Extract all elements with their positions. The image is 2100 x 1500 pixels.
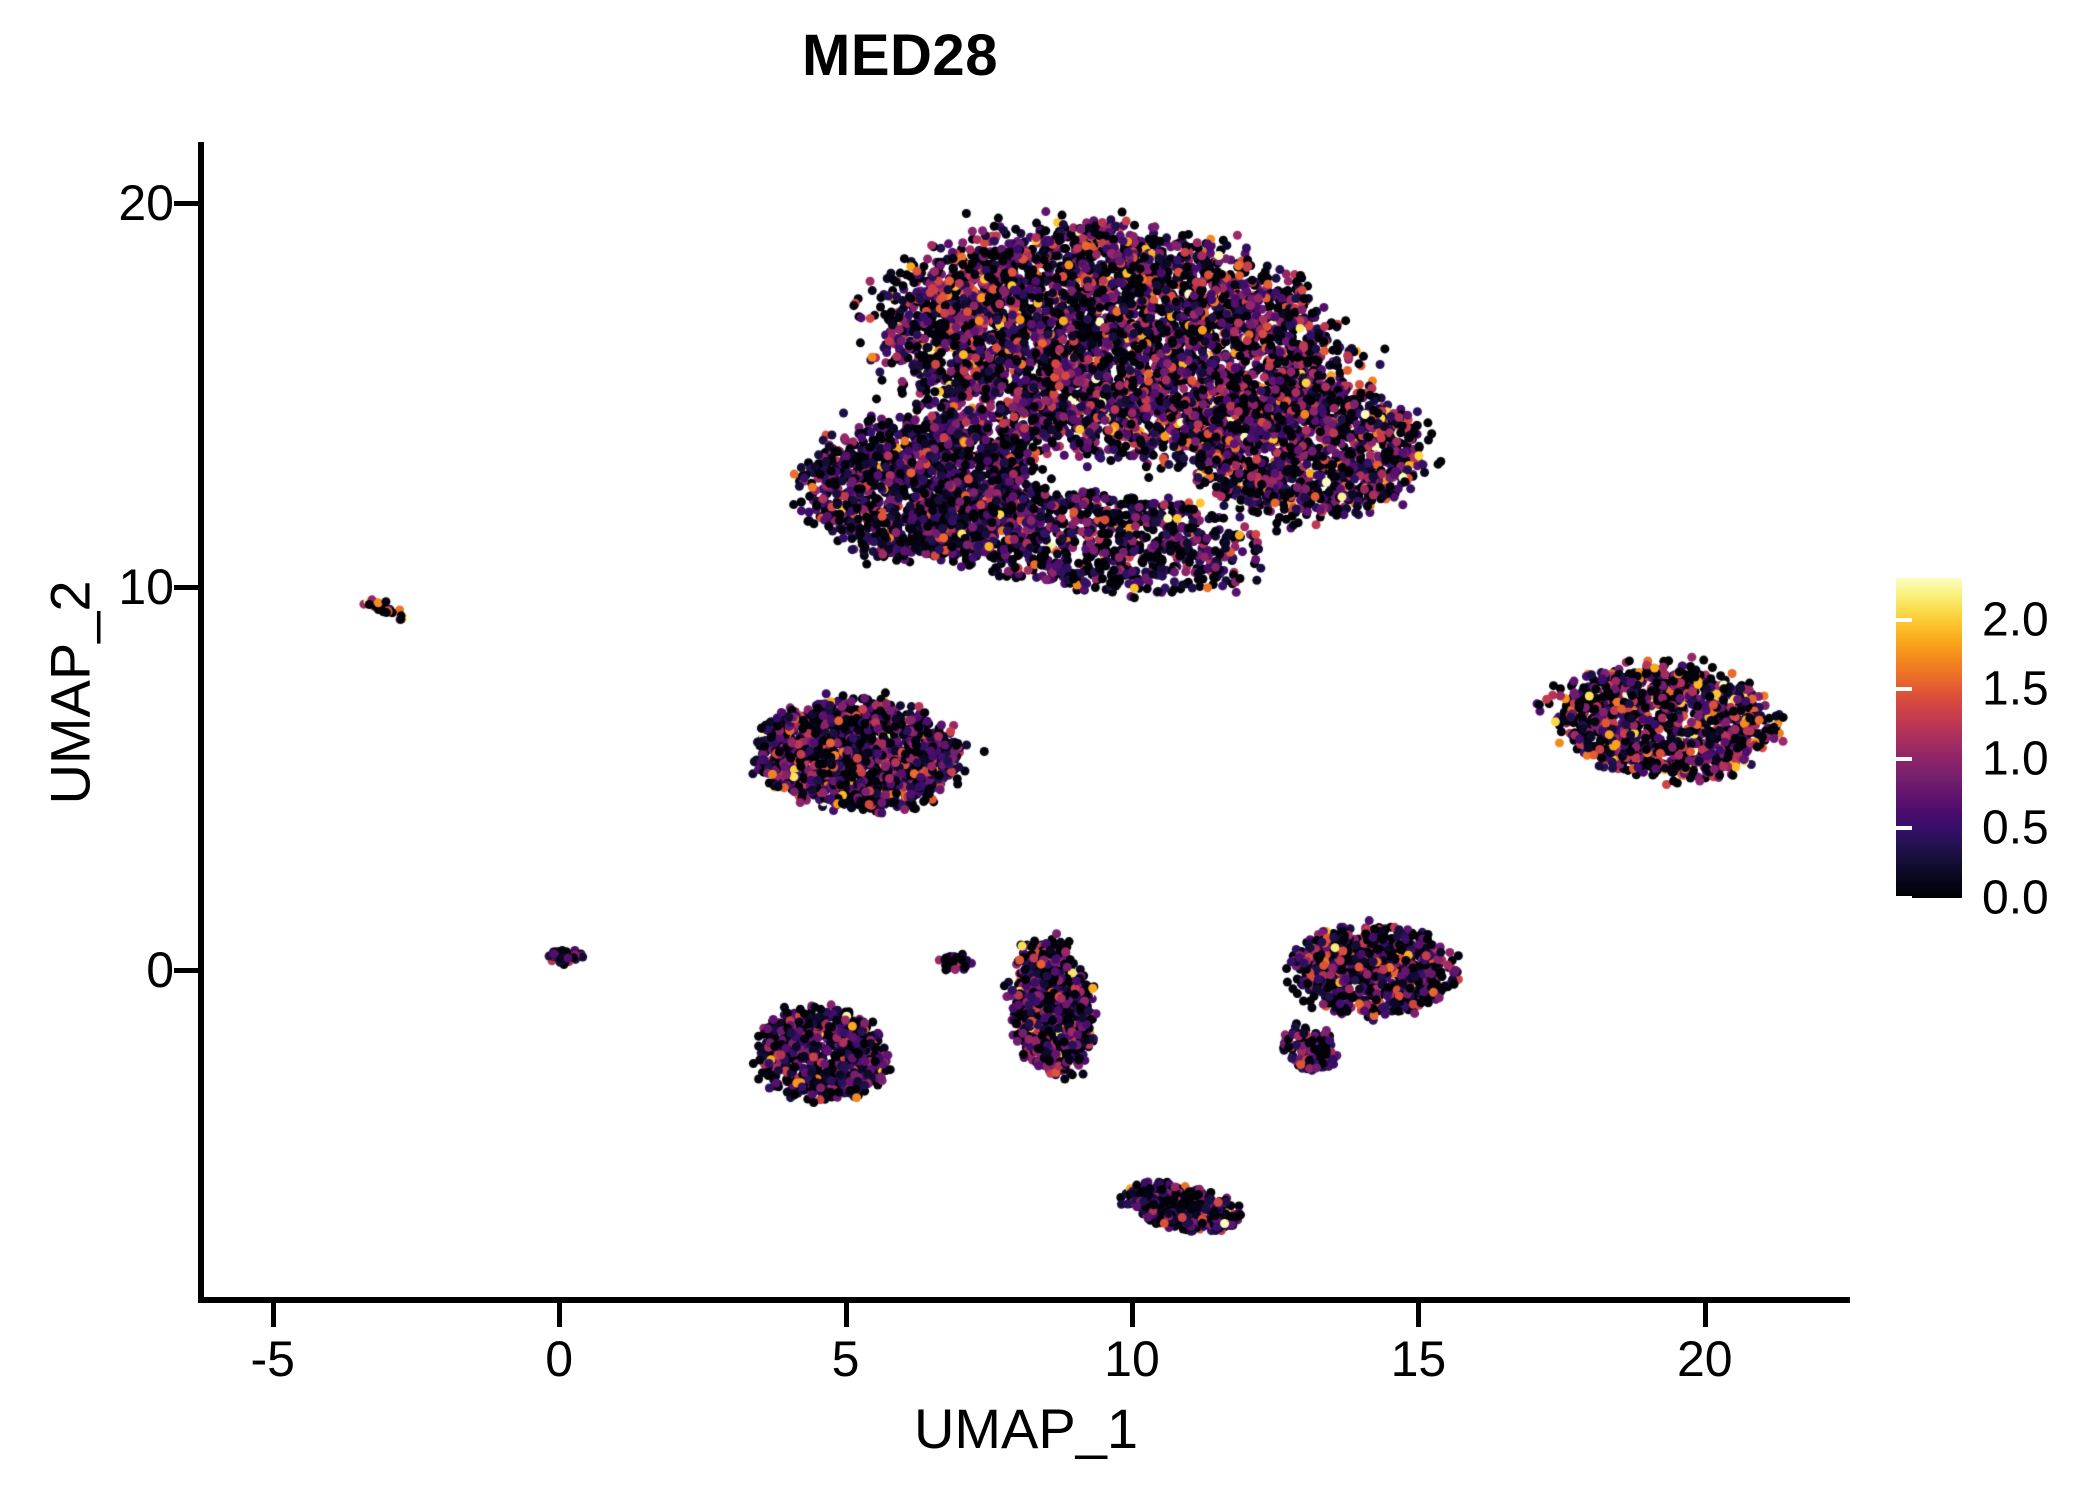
x-tick-label: 20	[1676, 1331, 1733, 1387]
colorbar-tick-mark	[1896, 756, 1912, 761]
x-tick-label: 5	[831, 1331, 860, 1387]
y-tick-mark	[174, 584, 198, 590]
x-tick-mark	[557, 1303, 563, 1327]
x-tick-mark	[1702, 1303, 1708, 1327]
x-tick-mark	[270, 1303, 276, 1327]
y-tick-label: 20	[118, 175, 174, 232]
y-axis-title: UMAP_2	[38, 580, 102, 805]
colorbar-tick-mark	[1896, 826, 1912, 831]
colorbar-tick-mark	[2080, 826, 2096, 831]
scatter-canvas	[204, 142, 1848, 1300]
y-tick-label: 10	[118, 558, 174, 615]
colorbar-tick-mark	[2080, 896, 2096, 900]
colorbar-tick-mark	[1896, 687, 1912, 692]
colorbar-tick-label: 0.5	[1982, 801, 2049, 855]
colorbar-legend: 0.0 0.5 1.0 1.5 2.0	[1896, 578, 2096, 925]
colorbar-tick-label: 0.0	[1982, 871, 2049, 925]
colorbar-gradient	[1896, 578, 1962, 898]
x-tick-label: 0	[545, 1331, 574, 1387]
x-tick-mark	[1416, 1303, 1422, 1327]
x-tick-label: 15	[1390, 1331, 1447, 1387]
colorbar-tick-mark	[2080, 687, 2096, 692]
y-tick-mark	[174, 201, 198, 207]
colorbar-tick-label: 1.0	[1982, 732, 2049, 786]
colorbar-tick-label: 1.5	[1982, 662, 2049, 716]
y-tick-mark	[174, 968, 198, 974]
x-tick-mark	[843, 1303, 849, 1327]
y-axis-line	[198, 142, 204, 1302]
plot-panel	[204, 142, 1848, 1300]
colorbar-tick-mark	[1896, 617, 1912, 622]
y-tick-label: 0	[146, 942, 174, 999]
page-title: MED28	[802, 23, 998, 88]
x-tick-mark	[1129, 1303, 1135, 1327]
colorbar-tick-mark	[2080, 617, 2096, 622]
colorbar-tick-mark	[1896, 896, 1912, 900]
x-axis-line	[198, 1297, 1850, 1303]
x-axis-title: UMAP_1	[913, 1397, 1139, 1460]
x-tick-label: 10	[1104, 1331, 1160, 1387]
x-tick-label: -5	[250, 1331, 295, 1387]
colorbar-tick-mark	[2080, 756, 2096, 761]
colorbar-tick-label: 2.0	[1982, 593, 2049, 647]
